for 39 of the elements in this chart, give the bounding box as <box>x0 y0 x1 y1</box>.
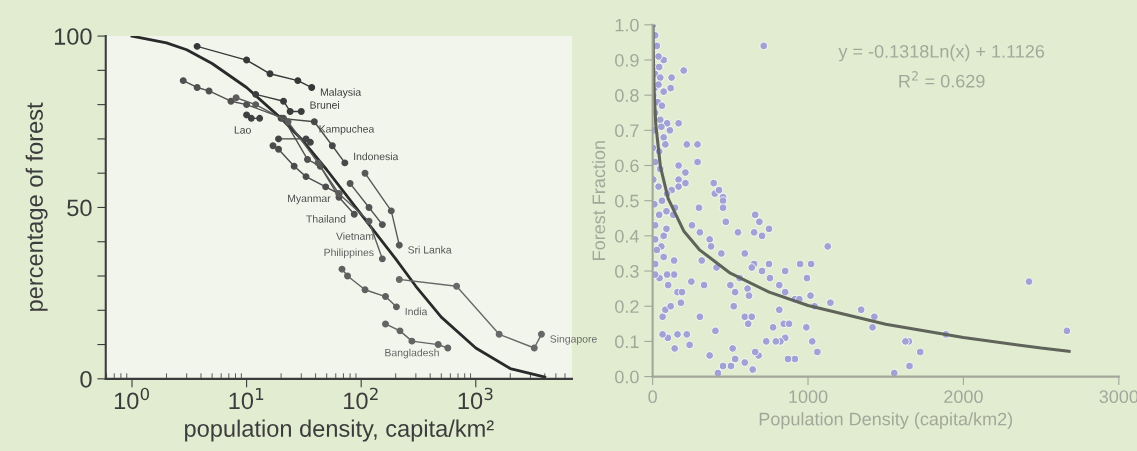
series-label: Singapore <box>550 334 597 345</box>
y-tick-label: 0.4 <box>615 229 639 243</box>
series-label: Lao <box>234 126 251 134</box>
y-tick-label: 0.6 <box>615 159 639 173</box>
x-axis-title: population density, capita/km² <box>185 419 494 442</box>
series-label: Bangladesh <box>385 348 439 359</box>
series-label: Sri Lanka <box>408 245 452 254</box>
x-tick-label: 2000 <box>944 390 983 404</box>
y-tick-label: 0 <box>80 370 92 388</box>
x-tick-label: 10$^{0}$ <box>114 387 150 410</box>
series-label: Brunei <box>310 101 340 109</box>
annotation: R$^{2}$ = 0.629 <box>899 71 985 88</box>
series-label: Philippines <box>324 248 374 259</box>
y-tick-label: 0.5 <box>615 194 639 208</box>
y-tick-label: 1.0 <box>615 18 639 32</box>
y-axis-title: Forest Fraction <box>591 141 606 260</box>
y-tick-label: 0.0 <box>615 370 639 384</box>
y-tick-label: 0.2 <box>615 300 639 313</box>
y-tick-label: 0.3 <box>615 264 639 278</box>
annotation: y = -0.1318Ln(x) + 1.1126 <box>838 44 1045 62</box>
y-tick-label: 0.1 <box>615 335 639 349</box>
series-label: Thailand <box>306 215 346 223</box>
series-label: India <box>405 307 428 316</box>
y-tick-label: 50 <box>67 199 92 217</box>
series-label: Malaysia <box>320 88 362 98</box>
series-label: Myanmar <box>288 194 331 205</box>
x-tick-label: 10$^{1}$ <box>229 387 264 410</box>
x-tick-label: 0 <box>648 390 657 404</box>
x-tick-label: 10$^{2}$ <box>344 387 378 410</box>
y-tick-label: 0.8 <box>615 89 639 102</box>
series-label: Indonesia <box>354 152 399 161</box>
y-tick-label: 0.7 <box>615 124 639 138</box>
y-tick-label: 100 <box>54 28 92 45</box>
x-axis-title: Population Density (capita/km2) <box>759 412 1013 429</box>
y-tick-label: 0.9 <box>615 53 639 67</box>
x-tick-label: 1000 <box>789 390 828 404</box>
y-axis-title: percentage of forest <box>25 102 48 311</box>
x-tick-label: 10$^{3}$ <box>458 387 493 410</box>
series-label: Vietnam <box>336 232 374 240</box>
